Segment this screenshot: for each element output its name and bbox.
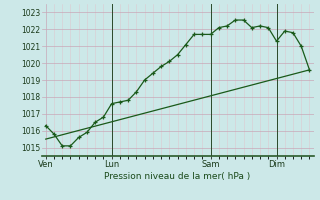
- X-axis label: Pression niveau de la mer( hPa ): Pression niveau de la mer( hPa ): [104, 172, 251, 181]
